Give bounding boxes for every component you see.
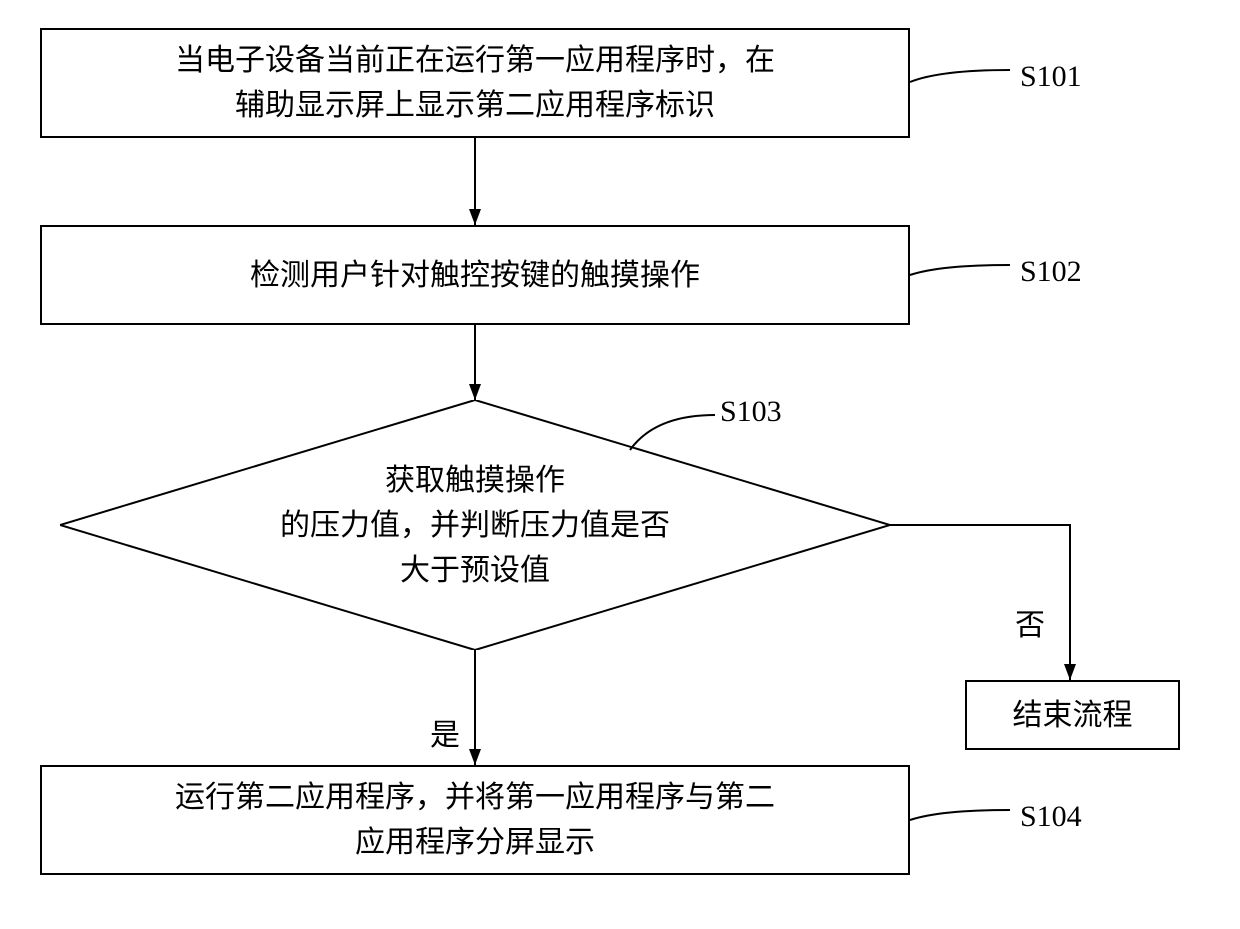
edge-label-no: 否 bbox=[1015, 600, 1045, 644]
flow-decision-s103: 获取触摸操作 的压力值，并判断压力值是否 大于预设值 bbox=[60, 400, 890, 650]
flow-decision-s103-text: 获取触摸操作 的压力值，并判断压力值是否 大于预设值 bbox=[280, 458, 670, 593]
flow-step-s102-text: 检测用户针对触控按键的触摸操作 bbox=[250, 253, 700, 298]
flow-step-s101: 当电子设备当前正在运行第一应用程序时，在 辅助显示屏上显示第二应用程序标识 bbox=[40, 28, 910, 138]
step-label-s104: S104 bbox=[1020, 800, 1082, 834]
flow-end: 结束流程 bbox=[965, 680, 1180, 750]
step-label-s102: S102 bbox=[1020, 255, 1082, 289]
flow-end-text: 结束流程 bbox=[1013, 693, 1133, 738]
flow-step-s102: 检测用户针对触控按键的触摸操作 bbox=[40, 225, 910, 325]
flow-step-s104: 运行第二应用程序，并将第一应用程序与第二 应用程序分屏显示 bbox=[40, 765, 910, 875]
step-label-s103: S103 bbox=[720, 395, 782, 429]
edge-label-yes: 是 bbox=[430, 710, 460, 754]
flow-step-s104-text: 运行第二应用程序，并将第一应用程序与第二 应用程序分屏显示 bbox=[175, 775, 775, 865]
flow-step-s101-text: 当电子设备当前正在运行第一应用程序时，在 辅助显示屏上显示第二应用程序标识 bbox=[175, 38, 775, 128]
step-label-s101: S101 bbox=[1020, 60, 1082, 94]
